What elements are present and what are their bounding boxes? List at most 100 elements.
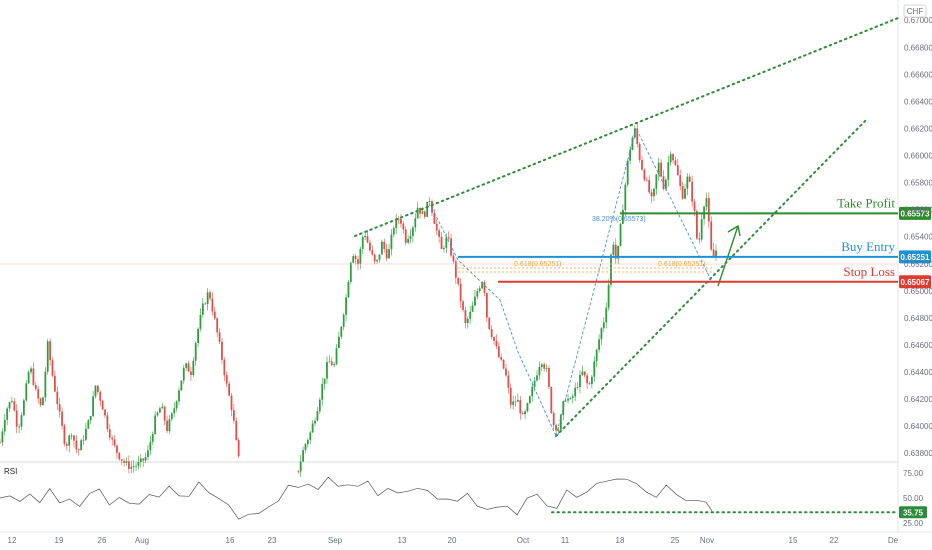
candle (624, 182, 627, 217)
x-tick-label: 20 (448, 536, 457, 545)
level-stop-loss[interactable]: Stop Loss 0.65067 (498, 264, 931, 289)
currency-badge: CHF (903, 4, 927, 18)
candle (168, 415, 171, 434)
candle-body (6, 408, 9, 420)
candle (218, 328, 221, 345)
candle-body (230, 395, 233, 411)
candle (383, 238, 386, 253)
upper-trendline[interactable] (354, 17, 899, 237)
candle-body (493, 336, 495, 341)
candle (636, 123, 639, 148)
candle-body (201, 303, 204, 315)
x-tick-label: 18 (616, 536, 625, 545)
rsi-tick-label: 75.00 (903, 469, 924, 478)
candle (235, 417, 238, 441)
candle (201, 298, 204, 318)
candle-body (349, 262, 352, 283)
candle (707, 192, 710, 228)
candle (44, 367, 47, 402)
y-axis[interactable]: 0.67000 0.66800 0.66600 0.66400 0.66200 0.660… (904, 16, 932, 458)
candle (173, 402, 176, 418)
candle-body (383, 241, 386, 249)
candle (125, 457, 128, 466)
candle (443, 245, 445, 253)
candle (213, 306, 216, 321)
price-tag-value: 0.65251 (901, 253, 930, 262)
candle-body (42, 397, 44, 406)
candle (588, 381, 591, 386)
candle-body (142, 458, 145, 461)
y-tick-label: 0.64200 (904, 395, 932, 404)
candle (662, 170, 665, 191)
candle-body (664, 179, 667, 190)
candle-body (416, 207, 419, 219)
candle-body (459, 283, 462, 302)
candle (347, 279, 350, 298)
level-buy-entry[interactable]: Buy Entry 0.65251 (458, 239, 931, 264)
fib-left-pattern[interactable] (431, 207, 557, 437)
candle-body (536, 375, 538, 381)
candle (101, 399, 104, 410)
candle-body (34, 384, 37, 390)
candle (423, 210, 426, 219)
candle-body (595, 349, 598, 362)
candle (194, 341, 197, 366)
candle-body (457, 277, 460, 284)
candle-body (605, 307, 608, 323)
levels-layer[interactable]: Take Profit 0.65573 Buy Entry 0.65251 Stop L… (458, 195, 931, 289)
candle (311, 420, 314, 434)
candle (80, 438, 83, 451)
candle-body (707, 198, 710, 222)
candle (710, 216, 713, 252)
candle (641, 155, 643, 171)
candle (571, 393, 574, 404)
candle-body (218, 332, 221, 342)
candle-body (232, 410, 235, 421)
candle (633, 125, 636, 140)
candle-body (123, 460, 126, 463)
candle-body (567, 398, 569, 401)
x-axis[interactable]: 12 19 26 Aug 16 23 Sep 13 20 Oct 11 18 25 Nov 15 22 De (8, 536, 899, 545)
candle-body (698, 238, 701, 240)
candle (132, 459, 135, 473)
candle (92, 390, 94, 418)
candle (37, 386, 40, 404)
candle-body (409, 235, 412, 239)
candle (232, 403, 235, 424)
candle-body (438, 230, 441, 237)
candle (166, 415, 168, 434)
x-tick-label: 11 (561, 536, 570, 545)
candle (58, 397, 61, 418)
candle-body (56, 391, 59, 405)
candle (68, 433, 71, 453)
candle-body (70, 435, 73, 437)
candle (89, 415, 92, 424)
candle (700, 214, 703, 242)
candle (485, 292, 488, 323)
candle (459, 278, 462, 308)
candle-body (11, 401, 13, 403)
candle-body (318, 399, 321, 412)
candle-body (190, 371, 192, 376)
candle (715, 244, 717, 262)
candle-body (32, 368, 35, 385)
candle (452, 253, 455, 265)
candle (643, 168, 646, 182)
x-tick-label: 25 (671, 536, 680, 545)
candle-body (619, 223, 622, 246)
fib-abc-pattern[interactable] (555, 126, 713, 437)
candle-body (330, 361, 333, 366)
candle-body (113, 439, 116, 446)
level-take-profit[interactable]: Take Profit 0.65573 (620, 195, 931, 220)
candle-body (614, 244, 617, 259)
candle-body (306, 439, 309, 445)
candle-body (586, 375, 589, 384)
candle (419, 207, 421, 219)
candle (464, 306, 467, 329)
price-tag-value: 0.65067 (901, 278, 930, 287)
candle-body (559, 415, 562, 430)
candle (454, 259, 457, 284)
candle (137, 455, 140, 470)
candle (390, 229, 393, 256)
